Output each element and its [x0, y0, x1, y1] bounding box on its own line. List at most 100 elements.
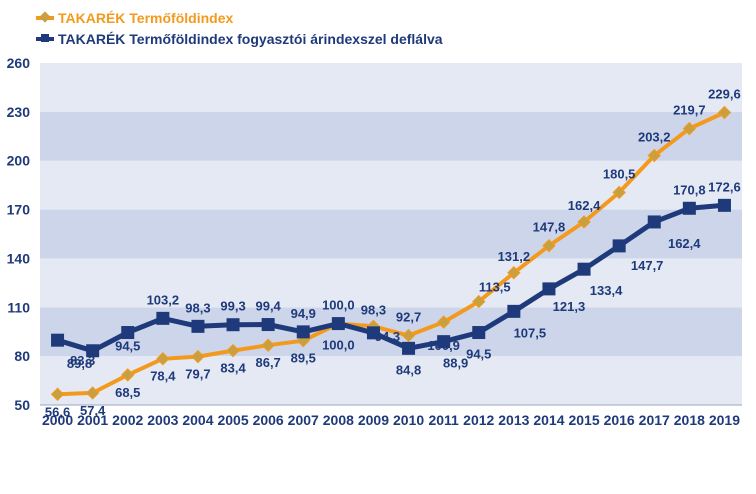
- y-tick-label: 170: [7, 202, 31, 218]
- diamond-marker: [85, 386, 100, 400]
- square-marker: [647, 215, 661, 229]
- square-marker: [402, 341, 416, 355]
- diamond-marker: [472, 294, 486, 309]
- x-tick-label: 2018: [674, 412, 705, 428]
- plot-background-bands: [40, 63, 742, 405]
- square-marker: [542, 282, 556, 296]
- data-label-navy: 103,2: [147, 292, 180, 307]
- data-label-navy: 83,3: [70, 353, 95, 368]
- square-marker: [226, 318, 240, 332]
- data-label-orange: 86,7: [255, 355, 280, 370]
- y-tick-label: 200: [7, 153, 31, 169]
- y-tick-label: 110: [7, 299, 30, 315]
- data-label-orange: 79,7: [185, 367, 210, 382]
- legend-swatch-orange: [36, 11, 54, 23]
- square-marker: [612, 239, 626, 253]
- square-marker: [51, 333, 65, 347]
- diamond-marker: [717, 105, 732, 120]
- x-tick-label: 2017: [639, 412, 670, 428]
- square-marker: [717, 198, 731, 212]
- diamond-marker: [507, 266, 521, 280]
- data-label-orange: 78,4: [150, 369, 176, 384]
- diamond-marker: [577, 215, 591, 229]
- data-label-navy: 94,5: [115, 339, 140, 354]
- diamond-marker: [542, 239, 556, 253]
- data-label-orange: 203,2: [638, 130, 671, 145]
- diamond-marker: [156, 352, 170, 366]
- data-label-orange: 113,5: [479, 280, 511, 295]
- square-marker: [261, 318, 275, 332]
- square-marker: [472, 326, 486, 340]
- data-label-navy: 100,0: [322, 298, 355, 313]
- diamond-marker: [50, 387, 65, 401]
- square-marker: [366, 326, 380, 340]
- diamond-marker: [436, 315, 451, 329]
- x-tick-label: 2010: [393, 412, 424, 428]
- x-tick-label: 2004: [182, 412, 213, 428]
- grid-band: [40, 356, 742, 405]
- diamond-marker: [612, 185, 626, 200]
- square-marker: [296, 325, 310, 339]
- x-tick-label: 2002: [112, 412, 143, 428]
- x-tick-label: 2014: [533, 412, 564, 428]
- diamond-marker-icon: [39, 11, 51, 23]
- square-marker: [507, 304, 521, 318]
- y-tick-label: 50: [14, 397, 30, 413]
- legend-item-navy-series: TAKARÉK Termőföldindex fogyasztói árinde…: [36, 31, 443, 47]
- data-label-orange: 219,7: [673, 103, 706, 118]
- legend-swatch-navy: [36, 34, 54, 42]
- legend-label-orange: TAKARÉK Termőföldindex: [58, 10, 234, 26]
- data-label-navy: 162,4: [668, 236, 701, 251]
- data-label-orange: 92,7: [396, 309, 421, 324]
- x-axis: 2000 2001 2002 2003 2004 2005 2006 2007 2008 2009…: [40, 404, 742, 428]
- x-tick-label: 2011: [428, 412, 459, 428]
- diamond-marker: [226, 343, 240, 358]
- square-marker: [682, 201, 696, 215]
- data-label-navy: 172,6: [708, 179, 741, 194]
- data-label-navy: 170,8: [673, 182, 706, 197]
- x-tick-label: 2012: [463, 412, 494, 428]
- square-marker: [191, 319, 205, 333]
- square-marker: [437, 335, 451, 349]
- x-tick-label: 2009: [358, 412, 389, 428]
- x-tick-label: 2000: [42, 412, 73, 428]
- data-label-orange: 98,3: [361, 302, 386, 317]
- x-tick-label: 2019: [709, 412, 740, 428]
- data-label-navy: 94,9: [291, 306, 316, 321]
- x-tick-label: 2008: [323, 412, 354, 428]
- data-label-navy: 107,5: [514, 325, 547, 340]
- square-marker: [577, 262, 591, 276]
- data-label-orange: 56,6: [45, 404, 70, 419]
- data-label-orange: 180,5: [603, 166, 636, 181]
- x-tick-label: 2003: [147, 412, 178, 428]
- square-marker-icon: [41, 34, 49, 42]
- diamond-marker: [647, 148, 661, 163]
- data-label-navy: 99,4: [255, 299, 281, 314]
- x-tick-label: 2006: [253, 412, 284, 428]
- data-label-orange: 89,5: [291, 351, 316, 366]
- data-label-navy: 94,3: [375, 329, 400, 344]
- legend-label-navy: TAKARÉK Termőföldindex fogyasztói árinde…: [58, 31, 443, 47]
- grid-band: [40, 258, 742, 308]
- y-tick-label: 80: [14, 348, 30, 364]
- legend-item-orange-series: TAKARÉK Termőföldindex: [36, 10, 233, 26]
- data-label-orange: 229,6: [708, 87, 741, 102]
- square-marker: [121, 326, 135, 340]
- data-label-orange: 68,5: [115, 385, 140, 400]
- data-label-orange: 131,2: [498, 249, 531, 264]
- x-tick-label: 2007: [288, 412, 319, 428]
- data-label-navy: 94,5: [466, 347, 491, 362]
- data-label-orange: 83,4: [220, 361, 246, 376]
- data-label-navy: 89,8: [67, 356, 92, 371]
- data-labels: 56,6 57,4 68,5 78,4 79,7 83,4 86,7 89,5 100,0 98,…: [45, 87, 741, 420]
- diamond-marker: [191, 349, 205, 364]
- square-marker: [156, 311, 170, 325]
- data-label-navy: 133,4: [590, 283, 623, 298]
- data-label-navy: 84,8: [396, 362, 421, 377]
- data-label-navy: 99,3: [220, 299, 245, 314]
- x-tick-label: 2016: [604, 412, 635, 428]
- data-label-orange: 162,4: [568, 198, 601, 213]
- diamond-marker: [682, 121, 697, 136]
- diamond-marker: [121, 368, 135, 382]
